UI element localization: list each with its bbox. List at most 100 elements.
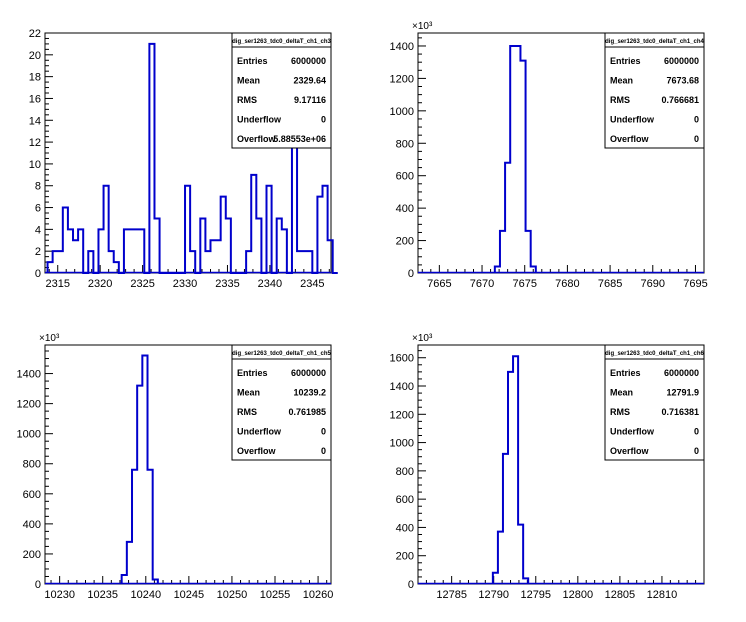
histogram-bin — [515, 46, 520, 273]
x-tick-label: 7665 — [427, 278, 451, 290]
y-tick-label: 6 — [35, 203, 41, 215]
histogram-bin — [73, 240, 78, 273]
x-tick-label: 10245 — [174, 589, 205, 601]
x-tick-label: 7695 — [683, 278, 707, 290]
stats-label: Entries — [237, 56, 268, 66]
y-tick-label: 1400 — [390, 41, 414, 53]
stats-value: 0 — [694, 427, 699, 437]
stats-value: 6000000 — [664, 56, 699, 66]
histogram-bin — [205, 251, 210, 273]
stats-label: Underflow — [610, 115, 655, 125]
stats-box — [604, 344, 705, 461]
y-tick-label: 1200 — [390, 409, 414, 421]
histogram-bin — [216, 240, 221, 273]
histogram-series — [120, 354, 159, 584]
stats-label: Underflow — [237, 115, 282, 125]
stats-label: RMS — [610, 95, 630, 105]
stats-label: Overflow — [610, 134, 650, 144]
stats-value: 9.17116 — [294, 95, 326, 105]
x-tick-label: 2345 — [300, 278, 324, 290]
y-tick-label: 0 — [408, 579, 414, 591]
y-tick-label: 20 — [29, 50, 41, 62]
stats-label: RMS — [237, 95, 257, 105]
y-tick-label: 1400 — [17, 369, 41, 381]
x-tick-label: 10250 — [217, 589, 248, 601]
x-tick-label: 2315 — [45, 278, 69, 290]
x-tick-label: 12795 — [520, 589, 551, 601]
stats-title: dig_ser1263_tdc0_deltaT_ch1_ch3 — [232, 39, 331, 45]
y-tick-label: 200 — [396, 551, 414, 563]
x-tick-label: 12810 — [647, 589, 678, 601]
y-tick-label: 1200 — [390, 73, 414, 85]
y-tick-label: 8 — [35, 181, 41, 193]
x-tick-label: 2340 — [258, 278, 282, 290]
histogram-series — [491, 355, 530, 584]
stats-value: 0 — [694, 115, 699, 125]
stats-value: 0.716381 — [661, 407, 699, 417]
histogram-bin — [302, 251, 307, 273]
stats-label: Entries — [610, 368, 641, 378]
y-tick-label: 22 — [29, 28, 41, 40]
stats-label: Mean — [237, 388, 260, 398]
stats-label: Mean — [610, 388, 633, 398]
stats-value: 0 — [321, 446, 326, 456]
stats-label: Entries — [237, 368, 268, 378]
stats-title: dig_ser1263_tdc0_deltaT_ch1_ch5 — [232, 351, 331, 357]
stats-value: 6000000 — [291, 368, 326, 378]
stats-value: 6000000 — [291, 56, 326, 66]
y-tick-label: 2 — [35, 246, 41, 258]
histogram-series — [493, 44, 537, 273]
x-tick-label: 10235 — [87, 589, 118, 601]
y-tick-label: 400 — [396, 203, 414, 215]
stats-value: 0 — [694, 446, 699, 456]
x-tick-label: 2335 — [215, 278, 239, 290]
stats-box — [604, 32, 705, 149]
y-tick-label: 0 — [35, 268, 41, 280]
stats-value: 5.88553e+06 — [273, 134, 326, 144]
stats-value: 6000000 — [664, 368, 699, 378]
stats-label: Entries — [610, 56, 641, 66]
y-tick-label: 16 — [29, 93, 41, 105]
x-tick-label: 10255 — [260, 589, 291, 601]
x-tick-label: 12800 — [563, 589, 594, 601]
histogram-bin — [134, 229, 139, 273]
stats-value: 2329.64 — [293, 76, 326, 86]
stats-box — [231, 344, 332, 461]
y-multiplier: ×10³ — [412, 333, 433, 344]
y-tick-label: 4 — [35, 224, 41, 236]
x-tick-label: 10260 — [303, 589, 334, 601]
y-tick-label: 0 — [408, 268, 414, 280]
y-tick-label: 1000 — [17, 429, 41, 441]
y-tick-label: 800 — [396, 138, 414, 150]
x-tick-label: 10240 — [130, 589, 161, 601]
stats-label: Overflow — [610, 446, 650, 456]
stats-title: dig_ser1263_tdc0_deltaT_ch1_ch6 — [605, 351, 704, 357]
y-tick-label: 600 — [23, 489, 41, 501]
histogram-panel-1: 2315 2320 2325 2330 2335 2340 2345 0 2 4 6 8 10 12 14 1… — [29, 28, 338, 290]
y-tick-label: 1000 — [390, 106, 414, 118]
y-tick-label: 600 — [396, 171, 414, 183]
x-tick-label: 7675 — [512, 278, 536, 290]
y-tick-label: 1200 — [17, 399, 41, 411]
y-tick-label: 400 — [396, 522, 414, 534]
histogram-bin — [129, 229, 134, 273]
histogram-panel-4: 12785 12790 12795 12800 12805 12810 0 200 400 600… — [390, 333, 705, 601]
x-tick-label: 7680 — [555, 278, 579, 290]
y-tick-label: 400 — [23, 519, 41, 531]
stats-value: 0 — [321, 427, 326, 437]
stats-value: 0.766681 — [661, 95, 699, 105]
stats-value: 0 — [321, 115, 326, 125]
y-tick-label: 18 — [29, 72, 41, 84]
histogram-bin — [58, 251, 63, 273]
x-tick-label: 7690 — [641, 278, 665, 290]
stats-value: 10239.2 — [293, 388, 326, 398]
y-tick-label: 600 — [396, 494, 414, 506]
y-tick-label: 800 — [23, 459, 41, 471]
stats-label: RMS — [610, 407, 630, 417]
x-tick-label: 2330 — [173, 278, 197, 290]
stats-label: RMS — [237, 407, 257, 417]
y-tick-label: 14 — [29, 115, 41, 127]
x-tick-label: 2325 — [130, 278, 154, 290]
y-tick-label: 800 — [396, 466, 414, 478]
